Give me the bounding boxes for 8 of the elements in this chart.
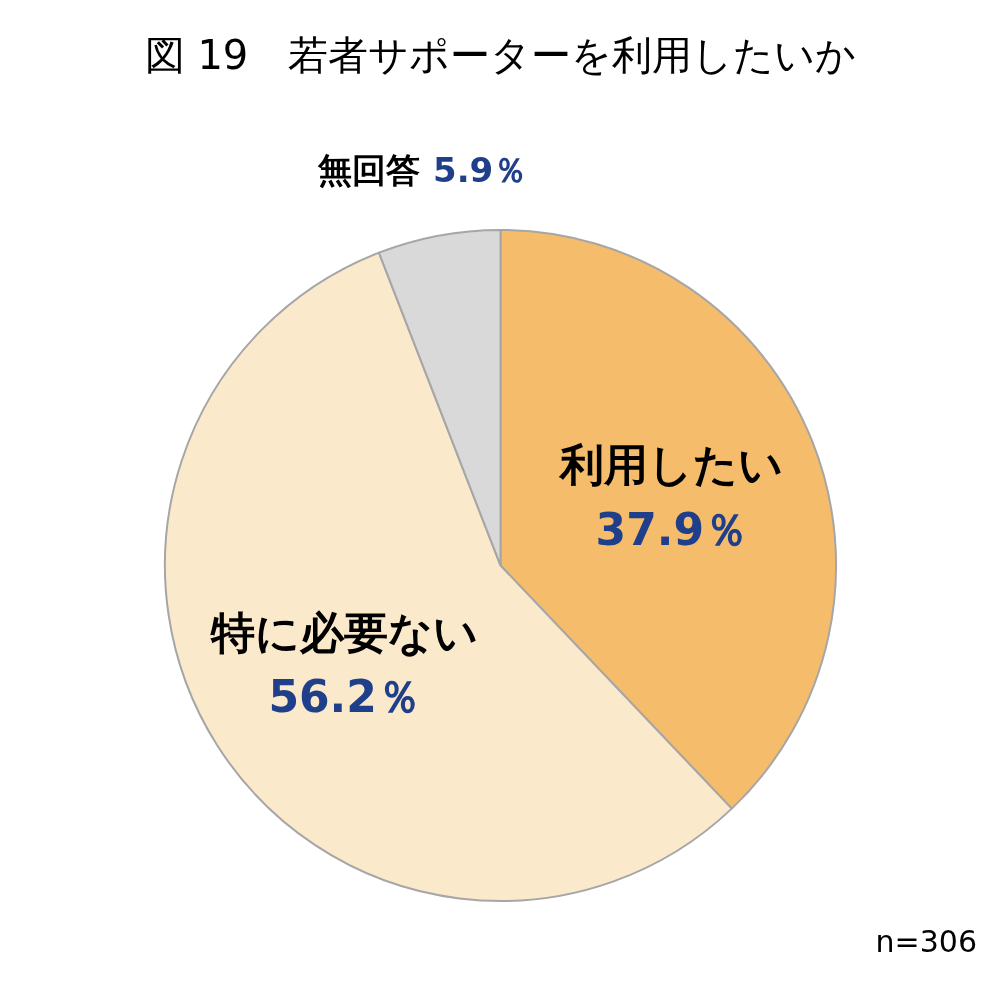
data-label: 56.2％	[268, 671, 421, 723]
text: n=306	[875, 923, 978, 959]
slice-label: 利用したい	[558, 439, 784, 491]
slice-label: 無回答	[316, 149, 420, 190]
data-label: 37.9％	[595, 503, 749, 555]
data-label: 5.9％	[433, 149, 528, 190]
slice-label: 特に必要ない	[210, 606, 479, 658]
chart-title: 図 19 若者サポーターを利用したいか	[144, 32, 857, 79]
